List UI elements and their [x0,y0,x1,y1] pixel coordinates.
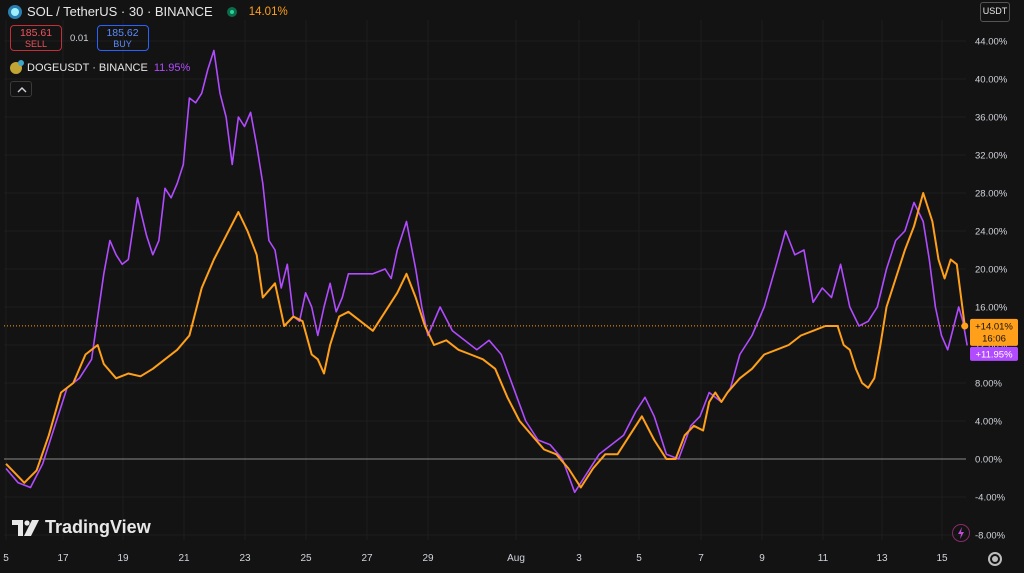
market-status-icon[interactable] [226,6,237,17]
buy-button[interactable]: 185.62 BUY [96,25,149,51]
x-tick-label: 3 [576,553,582,564]
buy-label: BUY [113,39,132,49]
x-tick-label: 23 [239,553,251,564]
sol-tag-countdown: 16:06 [982,333,1006,344]
y-tick-label: 12.00% [975,341,1008,352]
y-tick-label: 28.00% [975,189,1008,200]
trade-panel: 185.61 SELL 0.01 185.62 BUY [10,25,149,51]
y-tick-label: -4.00% [975,493,1006,504]
x-tick-label: 13 [876,553,888,564]
y-tick-label: 44.00% [975,37,1008,48]
sol-price-tag [970,318,1018,346]
tradingview-logo-icon [12,519,39,536]
y-tick-label: 32.00% [975,151,1008,162]
y-tick-label: 16.00% [975,303,1008,314]
sol-last-point [961,322,969,330]
tradingview-watermark: TradingView [12,517,151,538]
settings-icon[interactable] [988,552,1002,566]
x-tick-label: 25 [300,553,312,564]
y-tick-label: 4.00% [975,417,1002,428]
x-tick-label: 5 [636,553,642,564]
x-tick-label: 7 [698,553,704,564]
x-tick-label: 5 [3,553,9,564]
sell-button[interactable]: 185.61 SELL [10,25,62,51]
doge-series-line [5,49,968,494]
currency-selector[interactable]: USDT [980,2,1010,22]
compare-legend[interactable]: DOGEUSDT · BINANCE 11.95% [10,60,191,74]
x-tick-label: 11 [818,553,829,564]
price-tags: +14.01%16:06 +11.95% [961,318,1018,361]
x-tick-label: 27 [361,553,373,564]
y-tick-label: -8.00% [975,531,1006,542]
doge-logo-icon [10,60,24,74]
sol-tag-value: +14.01% [975,321,1013,332]
symbol-change: 14.01% [248,5,288,18]
sell-price: 185.61 [19,27,53,39]
y-axis[interactable]: 44.00% 40.00% 36.00% 32.00% 28.00% 24.00% 20.0… [975,37,1008,542]
doge-price-tag [970,346,1018,361]
y-tick-label: 20.00% [975,265,1008,276]
sell-label: SELL [24,39,48,49]
y-tick-label: 36.00% [975,113,1008,124]
chevron-up-icon [17,87,27,93]
x-tick-label: 9 [759,553,765,564]
x-tick-label: 29 [422,553,434,564]
x-tick-label: 19 [117,553,129,564]
x-tick-label: Aug [507,553,525,564]
symbol-title[interactable]: SOL / TetherUS · 30 · BINANCE [27,4,213,19]
symbol-header[interactable]: SOL / TetherUS · 30 · BINANCE 14.01% [8,4,288,19]
y-tick-label: 0.00% [975,455,1002,466]
spread-value: 0.01 [70,32,89,44]
lightning-icon[interactable] [952,524,970,542]
compare-symbol: DOGEUSDT · BINANCE [27,62,148,74]
x-tick-label: 15 [936,553,948,564]
x-tick-label: 17 [57,553,69,564]
y-tick-label: 24.00% [975,227,1008,238]
collapse-legend-button[interactable] [10,81,32,97]
sol-logo-icon [8,4,22,19]
y-tick-label: 40.00% [975,75,1008,86]
buy-price: 185.62 [106,27,139,39]
x-axis[interactable]: 5 17 19 21 23 25 27 29 Aug 3 5 7 9 11 13 15 [3,553,948,564]
compare-change: 11.95% [153,62,191,74]
doge-tag-value: +11.95% [975,349,1013,360]
sol-series-line [5,192,966,489]
y-tick-label: 8.00% [975,379,1002,390]
x-tick-label: 21 [178,553,190,564]
watermark-text: TradingView [45,517,151,537]
